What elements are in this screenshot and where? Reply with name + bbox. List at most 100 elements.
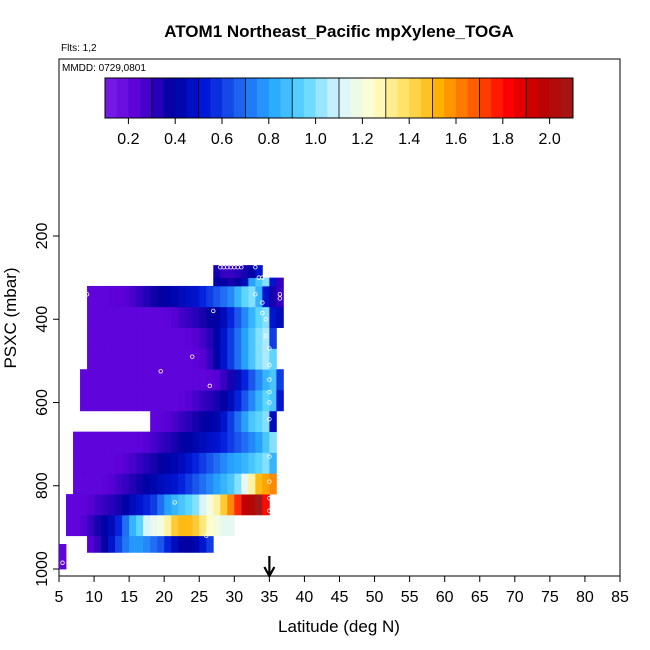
x-axis-label: Latitude (deg N) xyxy=(278,617,400,636)
heat-cell-2-18 xyxy=(192,514,200,537)
heat-cell-11-22 xyxy=(241,327,249,349)
colorbar-segment xyxy=(292,78,305,118)
heat-cell-12-23 xyxy=(248,306,256,328)
colorbar-tick-label: 1.4 xyxy=(398,131,420,148)
heat-cell-7-11 xyxy=(227,410,235,433)
sample-point xyxy=(267,400,272,405)
heat-cell-11-5 xyxy=(122,327,130,349)
sample-point xyxy=(253,265,258,270)
heat-cell-7-13 xyxy=(241,410,249,433)
x-tick-label: 5 xyxy=(55,589,64,606)
heat-cell-4-13 xyxy=(164,473,172,495)
heat-cell-4-1 xyxy=(80,473,88,495)
heat-cell-11-8 xyxy=(143,327,151,349)
sample-point xyxy=(211,308,216,314)
heat-cell-13-9 xyxy=(150,285,158,308)
heat-cell-8-16 xyxy=(192,390,200,412)
heat-cell-3-23 xyxy=(227,494,235,516)
heat-cell-6-4 xyxy=(101,431,109,453)
heat-cell-4-7 xyxy=(122,473,130,495)
heat-cell-4-5 xyxy=(108,473,116,495)
x-tick-label: 80 xyxy=(576,589,594,606)
colorbar-segment xyxy=(479,78,492,118)
heat-cell-13-18 xyxy=(213,285,221,308)
heat-cell-12-18 xyxy=(213,306,221,328)
colorbar-segment xyxy=(245,78,258,118)
heat-cell-6-6 xyxy=(115,431,123,453)
heat-cell-6-23 xyxy=(234,431,242,453)
colorbar-segment xyxy=(467,78,480,118)
heat-cell-4-11 xyxy=(150,473,158,495)
heat-cell-11-1 xyxy=(94,327,102,349)
heat-cell-3-20 xyxy=(206,494,214,516)
heat-cell-4-21 xyxy=(220,473,228,495)
heat-cell-5-12 xyxy=(157,452,165,474)
x-tick-label: 35 xyxy=(260,589,278,606)
heat-cell-2-11 xyxy=(143,514,151,537)
heat-cell-14-2 xyxy=(227,277,235,287)
heat-cell-9-6 xyxy=(122,369,130,391)
heat-cell-8-1 xyxy=(87,390,95,412)
x-tick-label: 10 xyxy=(85,589,103,606)
heat-cell-6-22 xyxy=(227,431,235,453)
colorbar-tick-label: 1.0 xyxy=(304,131,326,148)
heat-cell-6-0 xyxy=(73,431,81,453)
colorbar-tick-label: 1.8 xyxy=(492,131,514,148)
heat-cell-12-26 xyxy=(269,306,277,328)
heat-cell-13-1 xyxy=(94,285,102,308)
colorbar-segment xyxy=(268,78,281,118)
colorbar-segment xyxy=(140,78,153,118)
heat-cell-9-16 xyxy=(192,369,200,391)
x-tick-label: 45 xyxy=(331,589,349,606)
heat-cell-10-19 xyxy=(220,348,228,370)
heat-cell-13-23 xyxy=(248,285,256,308)
heat-cell-8-20 xyxy=(220,390,228,412)
heat-cell-13-4 xyxy=(115,285,123,308)
heat-cell-7-4 xyxy=(178,410,186,433)
heat-cell-3-13 xyxy=(157,494,165,516)
sample-point xyxy=(267,479,272,484)
heatmap-cells xyxy=(59,265,284,570)
heat-cell-6-15 xyxy=(178,431,186,453)
sample-point xyxy=(267,454,272,459)
heat-cell-6-17 xyxy=(192,431,200,453)
x-axis: 5 10 15 20 25 30 35 40 45 50 55 60 65 70 75 80 85 xyxy=(55,576,629,606)
heat-cell-1-13 xyxy=(178,535,186,553)
heat-cell-9-7 xyxy=(129,369,137,391)
x-tick-label: 75 xyxy=(541,589,559,606)
heat-cell-5-24 xyxy=(241,452,249,474)
heat-cell-5-0 xyxy=(73,452,81,474)
heat-cell-4-0 xyxy=(73,473,81,495)
heat-cell-6-1 xyxy=(80,431,88,453)
heat-cell-9-13 xyxy=(171,369,179,391)
heat-cell-14-8 xyxy=(269,277,277,287)
heat-cell-10-23 xyxy=(248,348,256,370)
heat-cell-8-8 xyxy=(136,390,144,412)
heat-cell-7-12 xyxy=(234,410,242,433)
sample-point xyxy=(204,533,209,538)
heat-cell-6-13 xyxy=(164,431,172,453)
heat-cell-2-0 xyxy=(66,514,74,537)
sample-point xyxy=(277,292,283,297)
heat-cell-13-7 xyxy=(136,285,144,308)
heat-cell-5-5 xyxy=(108,452,116,474)
heat-cell-12-1 xyxy=(94,306,102,328)
heat-cell-1-7 xyxy=(136,535,144,553)
heat-cell-1-16 xyxy=(199,535,207,553)
heat-cell-11-13 xyxy=(178,327,186,349)
heat-cell-3-14 xyxy=(164,494,172,516)
heat-cell-9-1 xyxy=(87,369,95,391)
colorbar-segment xyxy=(549,78,562,118)
heat-cell-11-26 xyxy=(269,327,277,349)
heat-cell-12-3 xyxy=(108,306,116,328)
heat-cell-9-4 xyxy=(108,369,116,391)
colorbar-segment xyxy=(456,78,468,118)
colorbar-segment xyxy=(105,78,117,118)
heat-cell-7-16 xyxy=(262,410,270,433)
heat-cell-11-4 xyxy=(115,327,123,349)
sample-point xyxy=(260,300,265,305)
heat-cell-4-23 xyxy=(234,473,242,495)
colorbar-segment xyxy=(526,78,539,118)
heat-cell-4-4 xyxy=(101,473,109,495)
heat-cell-12-13 xyxy=(178,306,186,328)
